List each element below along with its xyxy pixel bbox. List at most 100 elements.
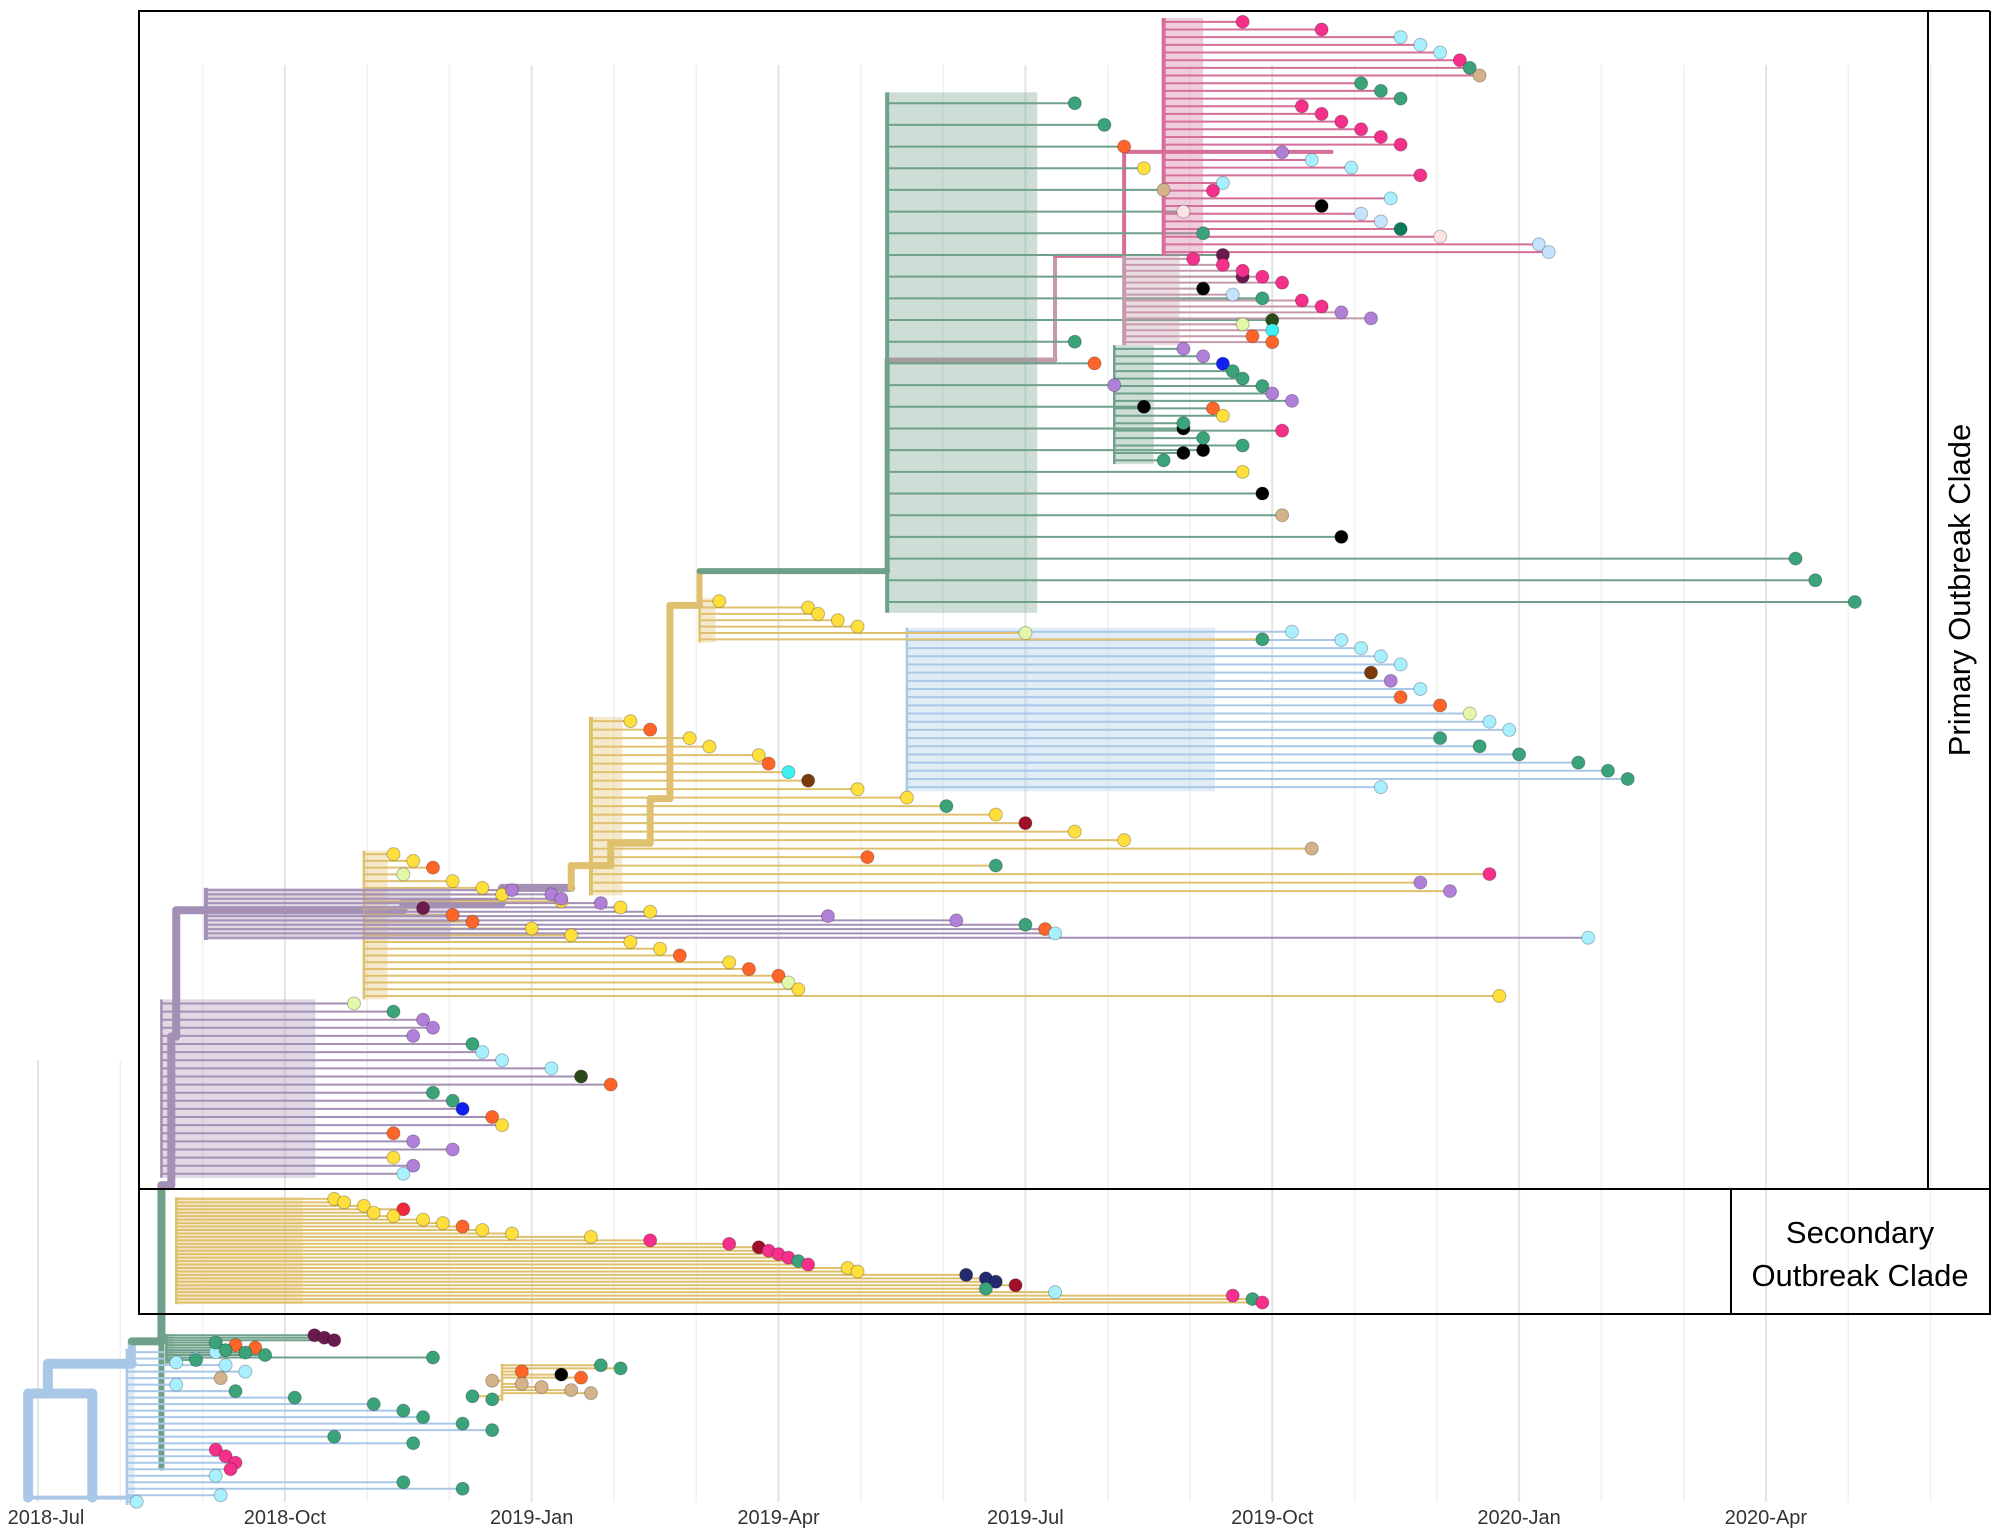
tip-green: [1620, 771, 1635, 786]
tip-green: [1433, 731, 1448, 746]
x-tick-label: 2019-Jan: [490, 1507, 573, 1529]
tip-yellow: [337, 1195, 352, 1210]
tip-pink: [1294, 99, 1309, 114]
tip-pink: [1413, 168, 1428, 183]
tip-purple: [1363, 311, 1378, 326]
clade-band-purple-early: [161, 999, 316, 1178]
tip-pale_blue: [1354, 206, 1369, 221]
tip-tan: [534, 1379, 549, 1394]
secondary-outbreak-clade-label-line2: Outbreak Clade: [1751, 1258, 1968, 1293]
tip-orange: [761, 756, 776, 771]
tip-tan: [583, 1386, 598, 1401]
tip-yellow: [475, 880, 490, 895]
tip-blue: [1215, 356, 1230, 371]
tip-orange: [465, 914, 480, 929]
tip-yellow: [850, 782, 865, 797]
tip-green: [1255, 291, 1270, 306]
tip-green: [1354, 76, 1369, 91]
tip-yellow: [1067, 824, 1082, 839]
tip-light_cyan: [475, 1045, 490, 1060]
tip-pink: [1255, 1295, 1270, 1310]
tip-green: [988, 858, 1003, 873]
tip-pink: [1314, 22, 1329, 37]
tip-orange: [1206, 401, 1221, 416]
tip-green: [396, 1475, 411, 1490]
tip-pink: [1275, 275, 1290, 290]
tip-yellow: [643, 904, 658, 919]
tip-pink: [1235, 263, 1250, 278]
tip-green: [1156, 453, 1171, 468]
tree-tips: [129, 14, 1862, 1509]
tip-purple: [1176, 341, 1191, 356]
tip-pink: [1225, 1288, 1240, 1303]
tip-orange: [1433, 698, 1448, 713]
tip-pink: [208, 1442, 223, 1457]
secondary-clade-frame: [138, 1188, 1991, 1315]
tip-green: [218, 1343, 233, 1358]
tip-orange: [771, 968, 786, 983]
clade-band-green-main: [887, 92, 1038, 613]
clade-band-purple-spine: [205, 887, 451, 940]
x-tick-label: 2018-Oct: [244, 1507, 327, 1529]
tip-light_cyan: [213, 1488, 228, 1503]
tip-black: [1176, 445, 1191, 460]
tip-green: [188, 1353, 203, 1368]
time-gridlines: [37, 65, 1932, 1502]
tip-brown: [801, 773, 816, 788]
tip-yellow: [1235, 464, 1250, 479]
tip-pink: [218, 1449, 233, 1464]
tip-yellow: [623, 714, 638, 729]
tip-green: [939, 799, 954, 814]
tip-yellow: [653, 941, 668, 956]
tip-purple: [1284, 393, 1299, 408]
tip-tan: [213, 1371, 228, 1386]
tip-green: [1600, 763, 1615, 778]
tip-navy: [959, 1267, 974, 1282]
tip-lime: [396, 867, 411, 882]
tip-purple: [949, 913, 964, 928]
tip-green: [465, 1037, 480, 1052]
tip-black: [1196, 443, 1211, 458]
clade-frames: [138, 10, 1991, 1315]
tip-green: [1225, 364, 1240, 379]
tip-green: [485, 1392, 500, 1407]
tip-orange: [574, 1370, 589, 1385]
tip-yellow: [504, 1226, 519, 1241]
tip-orange: [643, 722, 658, 737]
x-tick-label: 2019-Jul: [987, 1507, 1064, 1529]
tip-yellow: [495, 1118, 510, 1133]
tip-light_cyan: [1284, 624, 1299, 639]
tip-yellow: [386, 1150, 401, 1165]
tip-purple: [1413, 875, 1428, 890]
tip-tan: [1156, 182, 1171, 197]
tip-green: [593, 1358, 608, 1373]
tip-purple: [425, 1020, 440, 1035]
tip-orange: [603, 1077, 618, 1092]
tip-pink: [801, 1257, 816, 1272]
tip-yellow: [751, 748, 766, 763]
tip-yellow: [801, 600, 816, 615]
tip-green: [238, 1345, 253, 1360]
tip-tan: [514, 1376, 529, 1391]
tip-blue: [455, 1101, 470, 1116]
tip-lime: [346, 996, 361, 1011]
tip-purple: [504, 883, 519, 898]
tip-light_cyan: [1334, 632, 1349, 647]
tip-aqua: [781, 765, 796, 780]
tip-maroon: [327, 1333, 342, 1348]
tip-purple: [554, 891, 569, 906]
tip-light_cyan: [1048, 1285, 1063, 1300]
tip-green: [1808, 573, 1823, 588]
clade-band-basal-tips-1: [126, 1348, 135, 1505]
tip-green: [327, 1429, 342, 1444]
tip-pink: [1186, 251, 1201, 266]
tip-yellow: [445, 874, 460, 889]
tip-pink: [1275, 423, 1290, 438]
tip-yellow: [850, 619, 865, 634]
tip-green: [978, 1281, 993, 1296]
tip-green: [366, 1397, 381, 1412]
tip-red: [396, 1202, 411, 1217]
tip-orange: [514, 1364, 529, 1379]
tip-green: [287, 1390, 302, 1405]
tip-purple: [406, 1028, 421, 1043]
